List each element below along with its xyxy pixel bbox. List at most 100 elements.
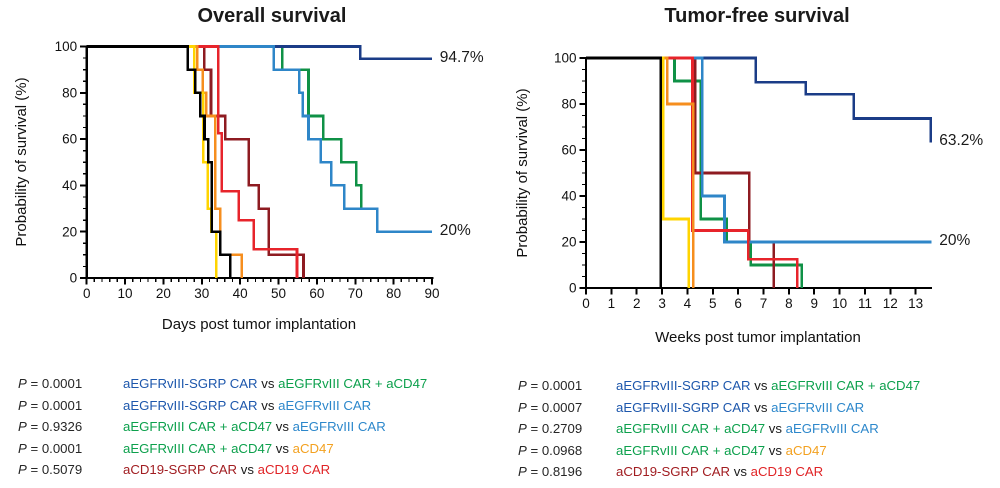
pvalue-row: P = 0.0001 aEGFRvIII-SGRP CAR vs aEGFRvII… bbox=[18, 395, 427, 417]
x-tick-label: 0 bbox=[582, 296, 590, 311]
p-value: P = 0.0001 bbox=[18, 397, 83, 413]
y-tick-label: 100 bbox=[55, 39, 78, 54]
group-b-label: aEGFRvIII CAR bbox=[771, 399, 865, 415]
x-tick-label: 60 bbox=[309, 286, 324, 301]
pvalue-row: P = 0.0001 aEGFRvIII CAR + aCD47 vs aCD47 bbox=[18, 438, 427, 460]
x-tick-label: 11 bbox=[858, 296, 872, 311]
x-tick-label: 10 bbox=[832, 296, 847, 311]
x-axis-label-right: Weeks post tumor implantation bbox=[655, 329, 861, 346]
curve-lightblue bbox=[586, 56, 932, 244]
comparison-groups: aEGFRvIII CAR + aCD47 vs aEGFRvIII CAR bbox=[616, 421, 879, 436]
group-b-label: aEGFRvIII CAR bbox=[292, 419, 386, 435]
y-tick-label: 0 bbox=[569, 281, 577, 296]
group-a-label: aEGFRvIII CAR + aCD47 bbox=[123, 440, 273, 456]
curve-black bbox=[86, 45, 232, 278]
comparison-groups: aEGFRvIII-SGRP CAR vs aEGFRvIII CAR + aC… bbox=[123, 376, 427, 391]
x-tick-label: 5 bbox=[709, 296, 717, 311]
p-value: P = 0.0001 bbox=[518, 378, 583, 394]
p-value: P = 0.9326 bbox=[18, 419, 83, 435]
y-tick-label: 40 bbox=[561, 189, 576, 204]
comparison-groups: aEGFRvIII CAR + aCD47 vs aCD47 bbox=[123, 441, 334, 456]
curve-orange bbox=[586, 56, 695, 288]
y-tick-label: 60 bbox=[62, 132, 77, 147]
y-tick-label: 80 bbox=[561, 97, 576, 112]
x-tick-label: 30 bbox=[194, 286, 209, 301]
endpoint-label: 63.2% bbox=[939, 131, 984, 149]
overall-survival-plot: 0 10 20 30 40 50 60 70 80 90 0 20 40 60 80 100 bbox=[55, 39, 440, 301]
x-tick-label: 3 bbox=[658, 296, 666, 311]
endpoint-label: 20% bbox=[939, 232, 971, 250]
curve-red bbox=[586, 56, 799, 288]
curve-darkblue bbox=[86, 45, 432, 61]
pvalue-row: P = 0.0007 aEGFRvIII-SGRP CAR vs aEGFRvII… bbox=[518, 397, 920, 419]
pvalue-row: P = 0.8196 aCD19-SGRP CAR vs aCD19 CAR bbox=[518, 461, 920, 483]
pvalue-row: P = 0.0001 aEGFRvIII-SGRP CAR vs aEGFRvII… bbox=[18, 373, 427, 395]
axes bbox=[80, 45, 434, 285]
x-tick-label: 10 bbox=[118, 286, 133, 301]
endpoint-label: 20% bbox=[439, 222, 471, 240]
p-value: P = 0.0007 bbox=[518, 399, 583, 415]
group-b-label: aEGFRvIII CAR + aCD47 bbox=[278, 376, 428, 392]
group-a-label: aEGFRvIII CAR + aCD47 bbox=[123, 419, 273, 435]
group-a-label: aEGFRvIII CAR + aCD47 bbox=[616, 442, 766, 458]
curve-red bbox=[86, 45, 299, 278]
y-tick-label: 0 bbox=[70, 271, 78, 286]
curve-yellow bbox=[586, 56, 691, 288]
chart-title-tumor-free-survival: Tumor-free survival bbox=[664, 5, 850, 27]
x-tick-label: 1 bbox=[608, 296, 616, 311]
vs-separator: vs bbox=[765, 442, 786, 458]
group-b-label: aEGFRvIII CAR + aCD47 bbox=[771, 378, 921, 394]
curve-darkblue bbox=[586, 56, 933, 143]
vs-separator: vs bbox=[750, 399, 772, 415]
x-tick-label: 40 bbox=[233, 286, 248, 301]
curve-black bbox=[586, 56, 663, 288]
comparison-groups: aCD19-SGRP CAR vs aCD19 CAR bbox=[616, 464, 823, 479]
vs-separator: vs bbox=[257, 397, 279, 413]
comparison-groups: aEGFRvIII-SGRP CAR vs aEGFRvIII CAR bbox=[616, 400, 864, 415]
vs-separator: vs bbox=[237, 462, 258, 478]
group-b-label: aCD47 bbox=[785, 442, 827, 458]
vs-separator: vs bbox=[272, 440, 293, 456]
p-value: P = 0.0001 bbox=[18, 440, 83, 456]
comparison-groups: aEGFRvIII CAR + aCD47 vs aEGFRvIII CAR bbox=[123, 419, 386, 434]
axes bbox=[579, 57, 933, 295]
vs-separator: vs bbox=[750, 378, 772, 394]
x-tick-label: 70 bbox=[348, 286, 363, 301]
x-tick-label: 8 bbox=[785, 296, 793, 311]
p-value: P = 0.8196 bbox=[518, 464, 583, 480]
group-a-label: aCD19-SGRP CAR bbox=[616, 464, 731, 480]
group-b-label: aCD19 CAR bbox=[750, 464, 824, 480]
group-a-label: aEGFRvIII-SGRP CAR bbox=[616, 399, 751, 415]
x-tick-label: 90 bbox=[425, 286, 440, 301]
x-tick-label: 7 bbox=[760, 296, 768, 311]
y-tick-label: 20 bbox=[62, 224, 77, 239]
y-tick-label: 80 bbox=[62, 85, 77, 100]
vs-separator: vs bbox=[257, 376, 279, 392]
x-axis-label-left: Days post tumor implantation bbox=[161, 316, 357, 333]
y-axis-label-right: Probability of survival (%) bbox=[514, 88, 531, 258]
vs-separator: vs bbox=[765, 421, 786, 437]
group-b-label: aEGFRvIII CAR bbox=[785, 421, 879, 437]
group-a-label: aEGFRvIII CAR + aCD47 bbox=[616, 421, 766, 437]
curve-yellow bbox=[86, 45, 218, 278]
p-value: P = 0.5079 bbox=[18, 462, 83, 478]
comparison-groups: aEGFRvIII CAR + aCD47 vs aCD47 bbox=[616, 443, 827, 458]
p-value: P = 0.0001 bbox=[18, 376, 83, 392]
vs-separator: vs bbox=[272, 419, 293, 435]
p-value: P = 0.2709 bbox=[518, 421, 583, 437]
x-tick-label: 50 bbox=[271, 286, 286, 301]
x-tick-label: 2 bbox=[633, 296, 641, 311]
pvalue-legend-right: P = 0.0001 aEGFRvIII-SGRP CAR vs aEGFRvII… bbox=[518, 375, 920, 483]
x-tick-label: 20 bbox=[156, 286, 171, 301]
group-b-label: aCD47 bbox=[292, 440, 334, 456]
x-tick-label: 12 bbox=[883, 296, 898, 311]
curve-darkred bbox=[86, 45, 305, 278]
group-b-label: aCD19 CAR bbox=[257, 462, 331, 478]
comparison-groups: aEGFRvIII-SGRP CAR vs aEGFRvIII CAR bbox=[123, 398, 371, 413]
vs-separator: vs bbox=[730, 464, 751, 480]
pvalue-row: P = 0.2709 aEGFRvIII CAR + aCD47 vs aEGFR… bbox=[518, 418, 920, 440]
endpoint-label: 94.7% bbox=[439, 48, 484, 66]
